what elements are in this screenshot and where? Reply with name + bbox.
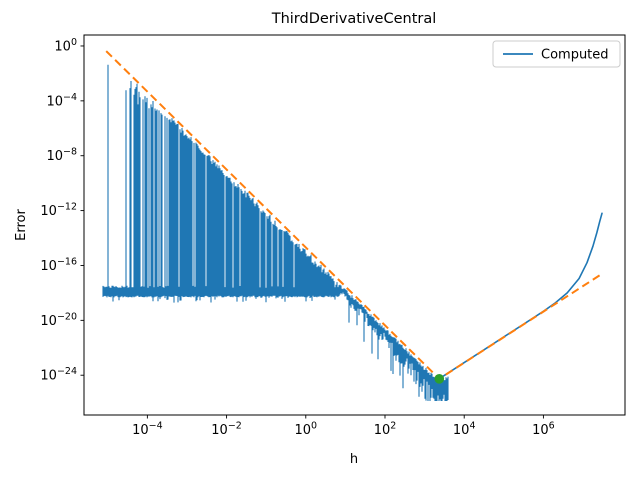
computed-noise-series (102, 64, 449, 401)
x-axis-label: h (350, 452, 358, 467)
x-tick-label: 102 (374, 421, 397, 439)
y-tick-label: 10−24 (40, 366, 77, 384)
legend-box (492, 40, 621, 68)
x-tick-label: 104 (453, 421, 476, 439)
y-tick-label: 10−4 (46, 92, 77, 110)
chart-title: ThirdDerivativeCentral (271, 11, 437, 27)
y-tick-label: 100 (54, 37, 77, 55)
y-tick-label: 10−16 (40, 256, 77, 274)
x-tick-label: 100 (294, 421, 317, 439)
y-tick-label: 10−8 (46, 147, 77, 165)
optimum-point-marker (434, 374, 445, 384)
x-tick-label: 10−4 (132, 421, 163, 439)
plot-border (83, 34, 626, 416)
legend-label-computed: Computed (541, 48, 609, 63)
y-tick-label: 10−20 (40, 311, 77, 329)
x-tick-label: 10−2 (211, 421, 242, 439)
y-tick-label: 10−12 (40, 202, 77, 220)
plot-area: 10−4 10−2 100 102 104 106 100 10−4 10−8 10−12 10−1… (40, 34, 626, 439)
y-axis-label: Error (14, 209, 29, 241)
legend: Computed (492, 40, 621, 68)
x-tick-label: 106 (532, 421, 555, 439)
